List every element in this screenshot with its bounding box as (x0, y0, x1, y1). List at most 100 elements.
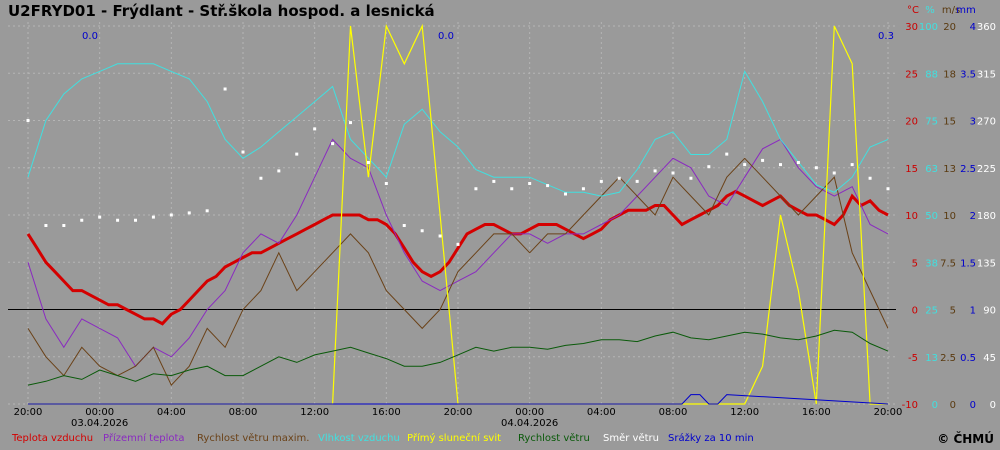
y-tick-wind_dir_deg: 90 (983, 306, 996, 317)
x-tick-label: 00:00 (85, 407, 114, 418)
legend-item: Rychlost větru (518, 433, 590, 444)
x-tick-label: 16:00 (802, 407, 831, 418)
y-tick-wind_ms: 10 (943, 211, 956, 222)
series-layer (26, 23, 890, 405)
wind-direction-point (796, 161, 800, 164)
precip-total: 0.0 (82, 31, 98, 42)
unit-header: mm (956, 5, 975, 16)
y-tick-wind_ms: 18 (943, 69, 956, 80)
y-tick-wind_dir_deg: 45 (983, 353, 996, 364)
series-line (27, 157, 889, 386)
series-line (26, 189, 889, 326)
wind-direction-point (832, 171, 836, 175)
x-tick-label: 04:00 (157, 407, 186, 418)
legend-item: Přímý sluneční svit (407, 433, 502, 444)
wind-direction-point (366, 161, 370, 164)
y-tick-wind_ms: 13 (943, 164, 956, 175)
copyright: © ČHMÚ (937, 432, 994, 446)
wind-direction-point (438, 234, 442, 238)
y-tick-precip_mm: 2 (970, 211, 976, 222)
wind-direction-point (116, 218, 120, 222)
wind-direction-point (510, 187, 514, 191)
unit-header: °C (907, 5, 919, 16)
series-line (27, 63, 889, 197)
y-tick-precip_mm: 0.5 (960, 353, 976, 364)
y-tick-humidity_pct: 100 (919, 22, 938, 33)
y-tick-precip_mm: 1.5 (960, 258, 976, 269)
y-tick-wind_dir_deg: 315 (977, 69, 996, 80)
wind-direction-point (80, 218, 84, 222)
wind-direction-point (349, 121, 352, 125)
wind-direction-point (456, 242, 460, 246)
wind-direction-point (868, 176, 872, 180)
y-tick-precip_mm: 3.5 (960, 69, 976, 80)
y-tick-humidity_pct: 13 (925, 353, 938, 364)
wind-direction-point (134, 218, 137, 222)
wind-direction-point (546, 184, 550, 188)
wind-direction-point (671, 171, 675, 175)
y-tick-wind_dir_deg: 360 (977, 22, 996, 33)
y-tick-humidity_pct: 38 (925, 258, 938, 269)
wind-direction-point (599, 179, 603, 183)
wind-direction-point (635, 179, 639, 183)
wind-direction-point (761, 158, 765, 162)
legend-item: Přízemní teplota (103, 433, 185, 444)
x-tick-label: 00:00 (515, 407, 544, 418)
wind-direction-point (241, 150, 245, 154)
wind-direction-point (187, 211, 191, 215)
x-tick-label: 08:00 (659, 407, 688, 418)
y-tick-temperature_c: 25 (905, 69, 918, 80)
y-tick-wind_dir_deg: 225 (977, 164, 996, 175)
wind-direction-point (295, 152, 299, 156)
y-tick-wind_dir_deg: 135 (977, 258, 996, 269)
wind-direction-point (62, 224, 66, 227)
y-tick-temperature_c: 0 (912, 306, 918, 317)
y-tick-precip_mm: 4 (970, 22, 976, 33)
y-tick-wind_ms: 0 (950, 400, 956, 411)
y-tick-temperature_c: 30 (905, 22, 918, 33)
y-tick-wind_ms: 7.5 (940, 258, 956, 269)
y-tick-humidity_pct: 75 (925, 117, 938, 128)
y-tick-wind_dir_deg: 270 (977, 117, 996, 128)
x-tick-label: 12:00 (300, 407, 329, 418)
x-tick-label: 20:00 (14, 407, 43, 418)
wind-direction-point (151, 215, 155, 219)
y-tick-wind_dir_deg: 0 (990, 400, 996, 411)
wind-direction-point (581, 187, 585, 191)
wind-direction-point (402, 224, 406, 227)
y-tick-humidity_pct: 0 (932, 400, 938, 411)
tick-labels: 20:00 00:00 04:00 08:00 12:00 16:00 20:00 00:00… (14, 5, 996, 429)
wind-direction-point (528, 182, 532, 185)
y-tick-humidity_pct: 63 (925, 164, 938, 175)
x-tick-label: 20:00 (874, 407, 903, 418)
wind-direction-point (205, 209, 209, 213)
wind-direction-point (331, 142, 335, 146)
series-line (27, 138, 889, 368)
wind-direction-point (313, 127, 317, 131)
wind-direction-point (384, 182, 388, 185)
precip-total: 0.3 (878, 31, 894, 42)
legend-item: Směr větru (603, 433, 659, 444)
date-label: 04.04.2026 (501, 418, 558, 429)
legend-item: Srážky za 10 min (668, 433, 754, 444)
y-tick-temperature_c: 20 (905, 117, 918, 128)
wind-direction-point (653, 169, 657, 173)
legend-item: Rychlost větru maxim. (197, 433, 310, 444)
unit-header: % (925, 5, 935, 16)
wind-direction-point (743, 163, 747, 167)
series-line (27, 329, 889, 386)
x-tick-label: 20:00 (444, 407, 473, 418)
wind-direction-point (779, 163, 782, 167)
wind-direction-point (44, 224, 48, 227)
wind-direction-point (98, 215, 102, 219)
y-tick-humidity_pct: 50 (925, 211, 938, 222)
wind-direction-point (564, 192, 567, 196)
wind-direction-point (886, 187, 890, 191)
wind-direction-point (420, 229, 424, 233)
series-line (28, 394, 889, 405)
y-tick-temperature_c: -5 (908, 353, 918, 364)
x-tick-label: 16:00 (372, 407, 401, 418)
date-label: 03.04.2026 (71, 418, 128, 429)
y-tick-precip_mm: 2.5 (960, 164, 976, 175)
